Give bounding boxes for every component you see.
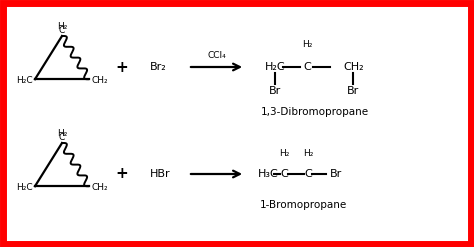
Text: Br: Br — [330, 169, 342, 179]
Text: H₃C: H₃C — [258, 169, 279, 179]
Text: 1-Bromopropane: 1-Bromopropane — [259, 200, 346, 210]
Text: H₂: H₂ — [57, 21, 67, 31]
Text: H₂: H₂ — [279, 149, 289, 158]
Text: CH₂: CH₂ — [343, 62, 364, 72]
Text: HBr: HBr — [150, 169, 171, 179]
Text: H₂: H₂ — [302, 40, 312, 49]
Text: Br₂: Br₂ — [150, 62, 167, 72]
Text: H₂C: H₂C — [16, 183, 32, 192]
Text: CCl₄: CCl₄ — [207, 51, 226, 60]
Text: CH₂: CH₂ — [91, 76, 109, 85]
Text: 1,3-Dibromopropane: 1,3-Dibromopropane — [261, 107, 369, 117]
Text: Br: Br — [347, 86, 359, 96]
Text: H₂: H₂ — [303, 149, 313, 158]
Text: H₂: H₂ — [57, 129, 67, 138]
Text: +: + — [116, 60, 128, 75]
Text: Br: Br — [269, 86, 281, 96]
Text: C: C — [303, 62, 311, 72]
Text: H₂C: H₂C — [265, 62, 286, 72]
Text: +: + — [116, 166, 128, 182]
Text: C: C — [304, 169, 312, 179]
Text: CH₂: CH₂ — [91, 183, 109, 192]
Text: C: C — [59, 26, 65, 35]
Text: C: C — [280, 169, 288, 179]
Text: H₂C: H₂C — [16, 76, 32, 85]
Text: C: C — [59, 133, 65, 142]
